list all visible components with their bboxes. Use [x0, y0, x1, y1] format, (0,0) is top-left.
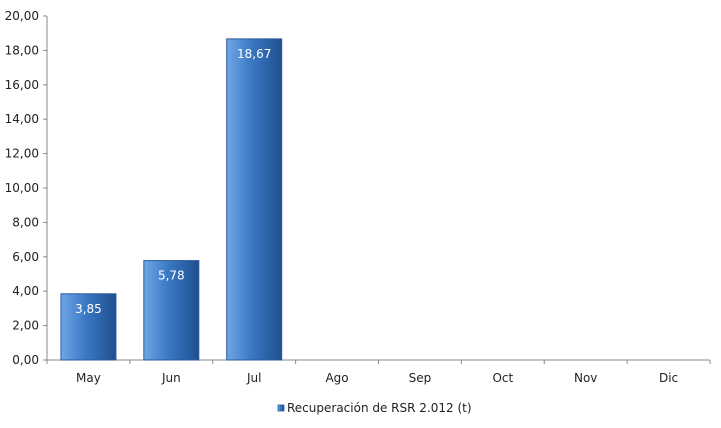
y-tick-label: 4,00: [12, 284, 39, 298]
y-tick-label: 16,00: [5, 78, 39, 92]
x-tick-label: Oct: [492, 371, 513, 385]
x-tick-label: Dic: [659, 371, 678, 385]
y-tick-label: 18,00: [5, 43, 39, 57]
y-tick-label: 20,00: [5, 9, 39, 23]
data-label: 3,85: [75, 302, 102, 316]
legend-swatch: [277, 404, 285, 412]
x-tick-label: May: [76, 371, 101, 385]
x-tick-label: Jul: [246, 371, 261, 385]
legend: Recuperación de RSR 2.012 (t): [277, 401, 472, 415]
bars: [60, 38, 283, 361]
bar-jun: [143, 260, 200, 361]
y-tick-label: 0,00: [12, 353, 39, 367]
y-tick-label: 2,00: [12, 319, 39, 333]
bar-may: [60, 293, 117, 361]
y-tick-label: 6,00: [12, 250, 39, 264]
x-tick-label: Nov: [574, 371, 597, 385]
y-tick-label: 12,00: [5, 147, 39, 161]
x-tick-label: Ago: [325, 371, 348, 385]
bar-jul: [226, 38, 283, 361]
labels: 3,85 5,78 18,67: [75, 47, 271, 316]
data-label: 5,78: [158, 269, 185, 283]
legend-entry: Recuperación de RSR 2.012 (t): [287, 401, 472, 415]
data-label: 18,67: [237, 47, 271, 61]
x-tick-label: Sep: [409, 371, 432, 385]
y-tick-label: 8,00: [12, 215, 39, 229]
y-tick-label: 10,00: [5, 181, 39, 195]
y-tick-label: 14,00: [5, 112, 39, 126]
axes: 0,00 2,00 4,00 6,00 8,00 10,00 12,00 14,00 16,00…: [5, 9, 711, 385]
x-tick-label: Jun: [161, 371, 181, 385]
